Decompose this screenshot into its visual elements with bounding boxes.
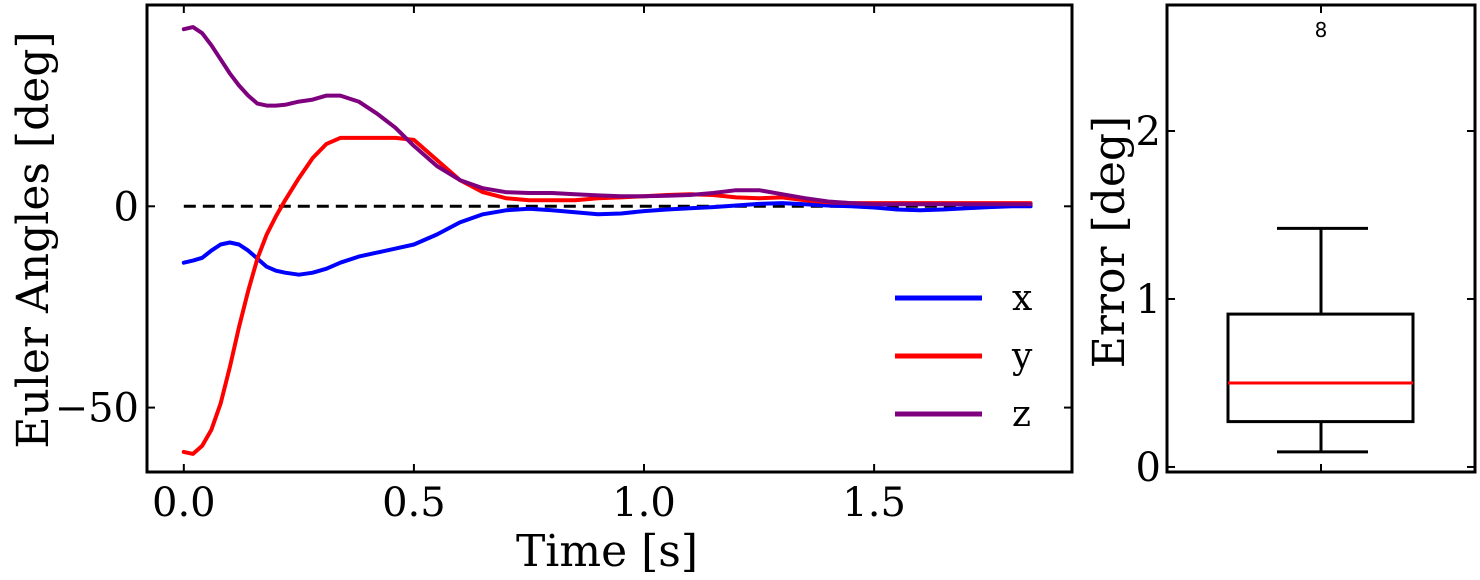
x-tick-label: 1.0 — [612, 480, 676, 526]
error-box-plot: 8 0 1 2 Error [deg] — [1084, 3, 1477, 491]
y-tick-label: 0 — [114, 184, 139, 230]
legend-label-z: z — [1012, 394, 1031, 435]
series-line-z — [181, 25, 1033, 207]
line-chart-frame — [145, 3, 1074, 474]
line-plot-area — [181, 25, 1033, 456]
x-tick-label: 1.5 — [842, 480, 906, 526]
series-line-x — [181, 201, 1033, 277]
box-y-axis-label: Error [deg] — [1084, 116, 1135, 368]
box-y-tick-label: 1 — [1136, 277, 1161, 323]
legend-label-y: y — [1011, 336, 1033, 377]
legend-label-x: x — [1012, 278, 1032, 319]
y-axis-label: Euler Angles [deg] — [8, 31, 59, 448]
box-y-tick-label: 2 — [1136, 109, 1161, 155]
y-tick-label: −50 — [55, 386, 139, 432]
x-axis-label: Time [s] — [516, 526, 698, 577]
box-chart-ticks: 0 1 2 — [1136, 5, 1475, 491]
box-y-tick-label: 0 — [1136, 445, 1161, 491]
legend: xyz — [895, 278, 1033, 435]
x-tick-label: 0.0 — [152, 480, 216, 526]
box-plot-area: 8 — [1226, 18, 1415, 454]
x-tick-label: 0.5 — [382, 480, 446, 526]
iqr-box — [1226, 312, 1415, 424]
outlier-marker: 8 — [1315, 18, 1328, 42]
euler-angles-line-chart: 0.0 0.5 1.0 1.5 −50 0 xyz Time [s] Euler Angl… — [8, 3, 1074, 577]
line-chart-ticks: 0.0 0.5 1.0 1.5 −50 0 — [55, 5, 1072, 526]
